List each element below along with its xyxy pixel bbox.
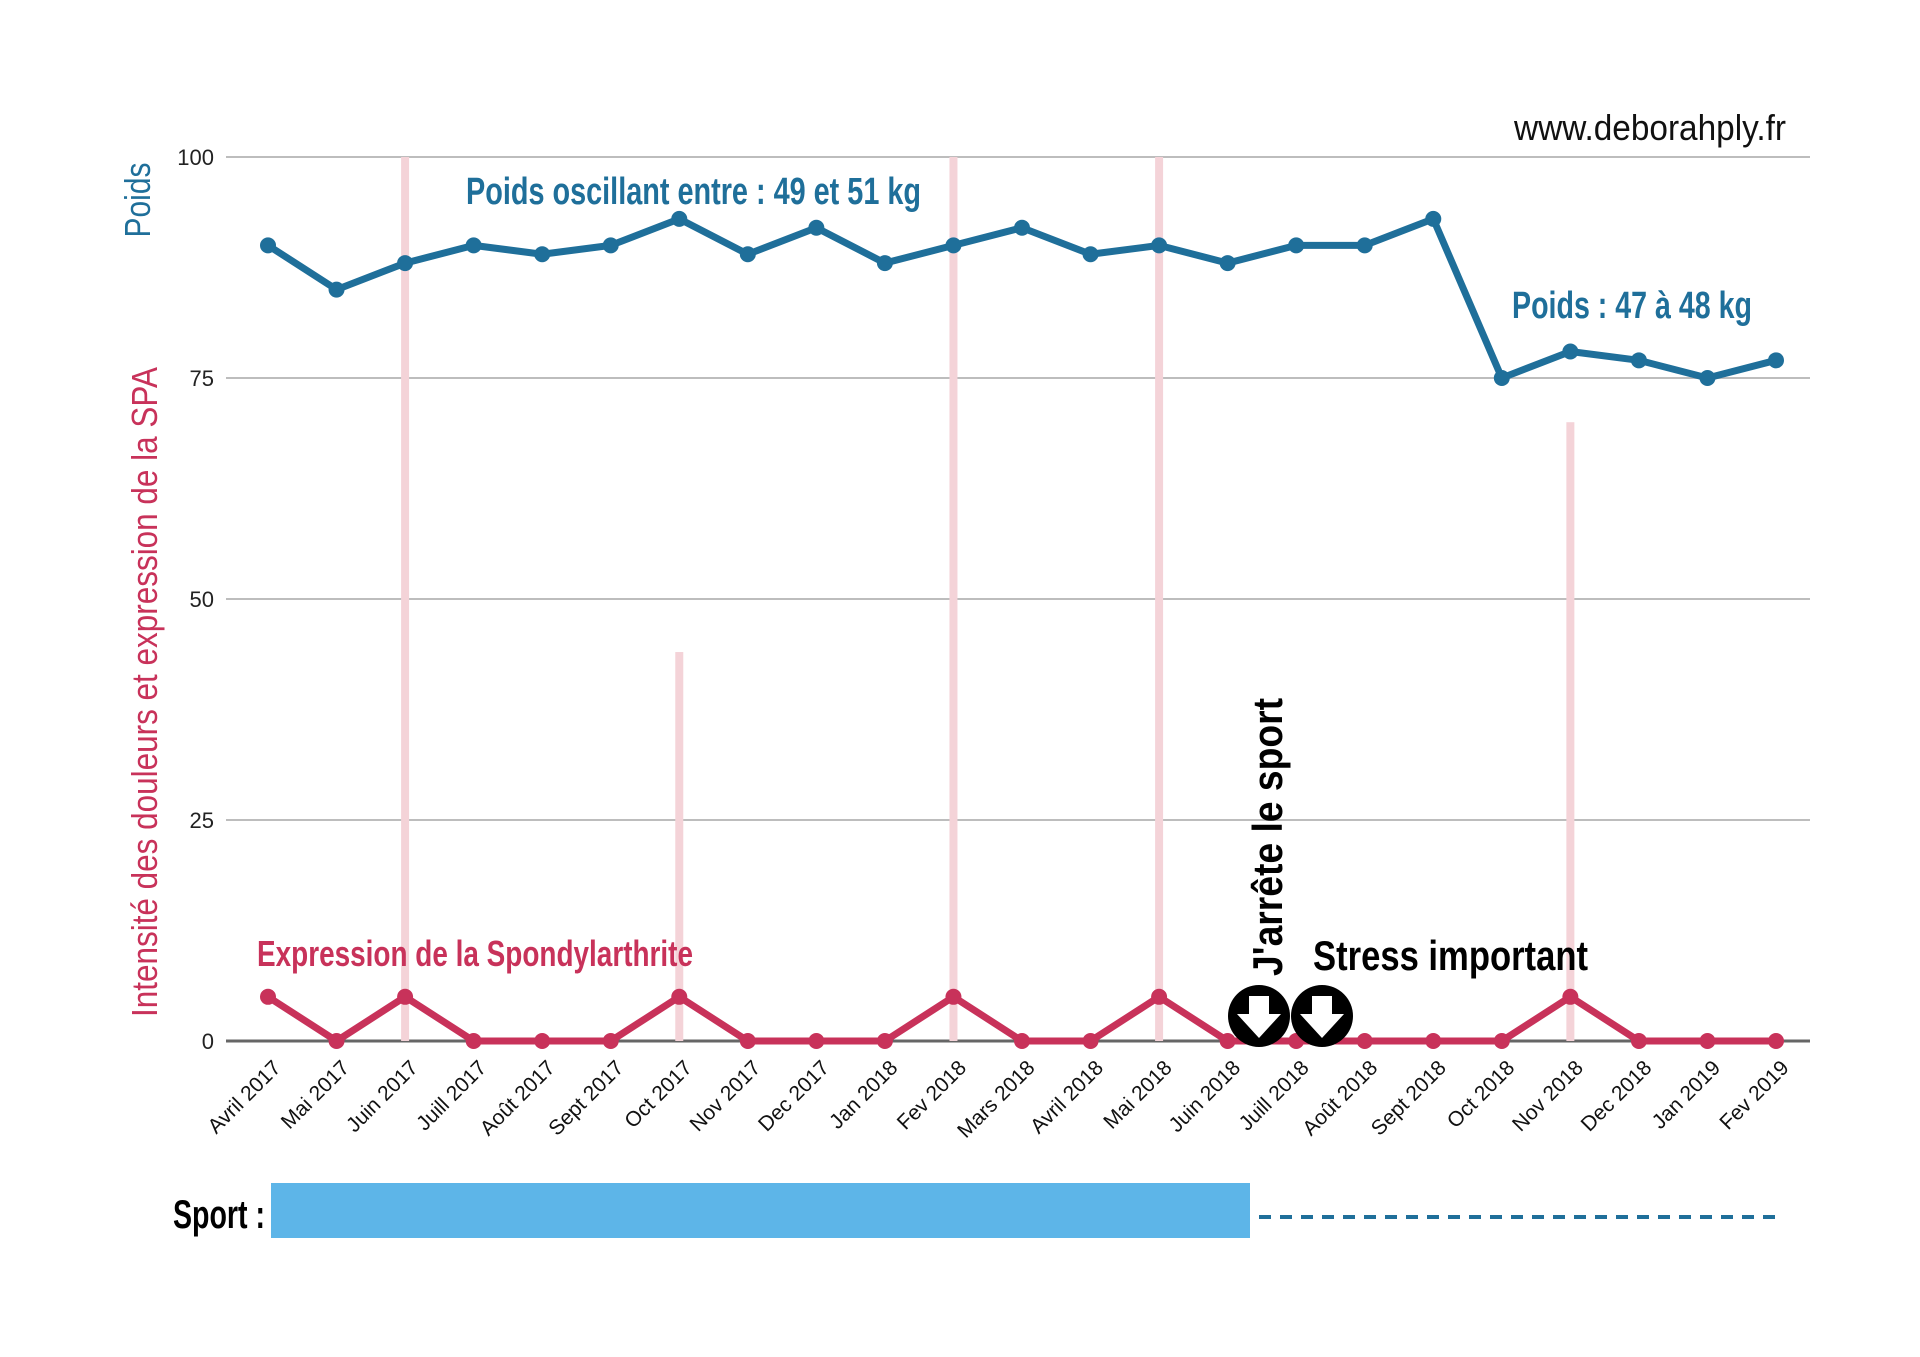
sport-active-bar <box>271 1183 1250 1238</box>
spa-point <box>808 1033 825 1049</box>
x-tick-label: Jan 2018 <box>825 1056 902 1133</box>
x-tick-label: Fev 2019 <box>1715 1056 1793 1134</box>
y-axis-title-pain: Intensité des douleurs et expression de … <box>124 367 165 1017</box>
weight-point <box>260 237 276 254</box>
pain-bars <box>401 157 1575 1041</box>
spa-point <box>465 1033 482 1049</box>
weight-point <box>397 255 414 272</box>
weight-point <box>876 255 893 272</box>
spa-point <box>1151 988 1168 1005</box>
annotation-stop-sport: J'arrête le sport <box>1244 698 1291 976</box>
x-tick-label: Sept 2017 <box>544 1056 628 1140</box>
weight-point <box>739 246 756 263</box>
y-tick-label: 75 <box>190 366 214 391</box>
y-tick-label: 50 <box>190 587 214 612</box>
spa-point <box>1562 988 1579 1005</box>
spa-point <box>1014 1033 1030 1049</box>
x-tick-label: Dec 2018 <box>1577 1056 1657 1136</box>
x-tick-label: Sept 2018 <box>1367 1056 1451 1140</box>
annotation-weight-after: Poids : 47 à 48 kg <box>1512 285 1752 327</box>
series-lines <box>260 210 1784 1049</box>
arrow-down-icon <box>1228 985 1290 1047</box>
pain-bar <box>401 157 410 1041</box>
x-tick-label: Juin 2017 <box>342 1056 423 1137</box>
weight-point <box>1699 370 1716 386</box>
spa-point <box>260 988 276 1005</box>
weight-point <box>1630 352 1647 369</box>
x-tick-label: Nov 2017 <box>686 1056 766 1136</box>
spa-point <box>739 1033 756 1049</box>
weight-point <box>1493 370 1510 386</box>
weight-point <box>1562 343 1579 360</box>
weight-point <box>465 237 482 254</box>
x-tick-label: Avril 2017 <box>204 1056 286 1138</box>
spa-point <box>1630 1033 1647 1049</box>
spa-point <box>1082 1033 1099 1049</box>
y-tick-label: 0 <box>202 1029 214 1054</box>
weight-point <box>1768 352 1784 369</box>
annotation-stress: Stress important <box>1313 932 1588 979</box>
x-tick-label: Oct 2017 <box>620 1056 697 1133</box>
x-tick-label: Juin 2018 <box>1165 1056 1246 1137</box>
site-url: www.deborahply.fr <box>1513 107 1786 148</box>
spa-point <box>671 988 688 1005</box>
weight-point <box>534 246 551 263</box>
weight-point <box>1425 210 1442 227</box>
spa-point <box>534 1033 551 1049</box>
spa-point <box>945 988 962 1005</box>
annotation-weight-before: Poids oscillant entre : 49 et 51 kg <box>466 171 921 213</box>
weight-point <box>328 281 345 298</box>
spa-point <box>1356 1033 1373 1049</box>
x-tick-label: Dec 2017 <box>754 1056 834 1136</box>
spa-point <box>397 988 414 1005</box>
x-tick-label: Jan 2019 <box>1648 1056 1725 1133</box>
y-tick-label: 25 <box>190 808 214 833</box>
spa-point <box>1219 1033 1236 1049</box>
pain-bar <box>1566 422 1575 1041</box>
x-tick-label: Oct 2018 <box>1443 1056 1520 1133</box>
spa-point <box>328 1033 345 1049</box>
spa-point <box>1699 1033 1716 1049</box>
y-axis-title-weight: Poids <box>117 163 158 238</box>
spa-point <box>1493 1033 1510 1049</box>
weight-point <box>808 219 825 236</box>
spa-point <box>1425 1033 1442 1049</box>
weight-point <box>1014 219 1030 236</box>
grid: 0 25 50 75 100 <box>177 145 1810 1054</box>
spa-point <box>1768 1033 1784 1049</box>
weight-point <box>671 210 688 227</box>
spa-point <box>602 1033 619 1049</box>
x-tick-label: Nov 2018 <box>1508 1056 1588 1136</box>
weight-point <box>1151 237 1168 254</box>
annotation-spa: Expression de la Spondylarthrite <box>257 933 693 974</box>
weight-point <box>1219 255 1236 272</box>
pain-bar <box>675 652 684 1041</box>
weight-point <box>602 237 619 254</box>
arrow-down-icon <box>1291 985 1353 1047</box>
y-tick-label: 100 <box>177 145 214 170</box>
x-tick-label: Avril 2018 <box>1026 1056 1108 1138</box>
pain-bar <box>949 157 958 1041</box>
weight-point <box>1288 237 1305 254</box>
weight-point <box>1356 237 1373 254</box>
weight-point <box>945 237 962 254</box>
weight-point <box>1082 246 1099 263</box>
sport-label: Sport : <box>173 1193 265 1237</box>
pain-bar <box>1155 157 1164 1041</box>
spa-point <box>876 1033 893 1049</box>
